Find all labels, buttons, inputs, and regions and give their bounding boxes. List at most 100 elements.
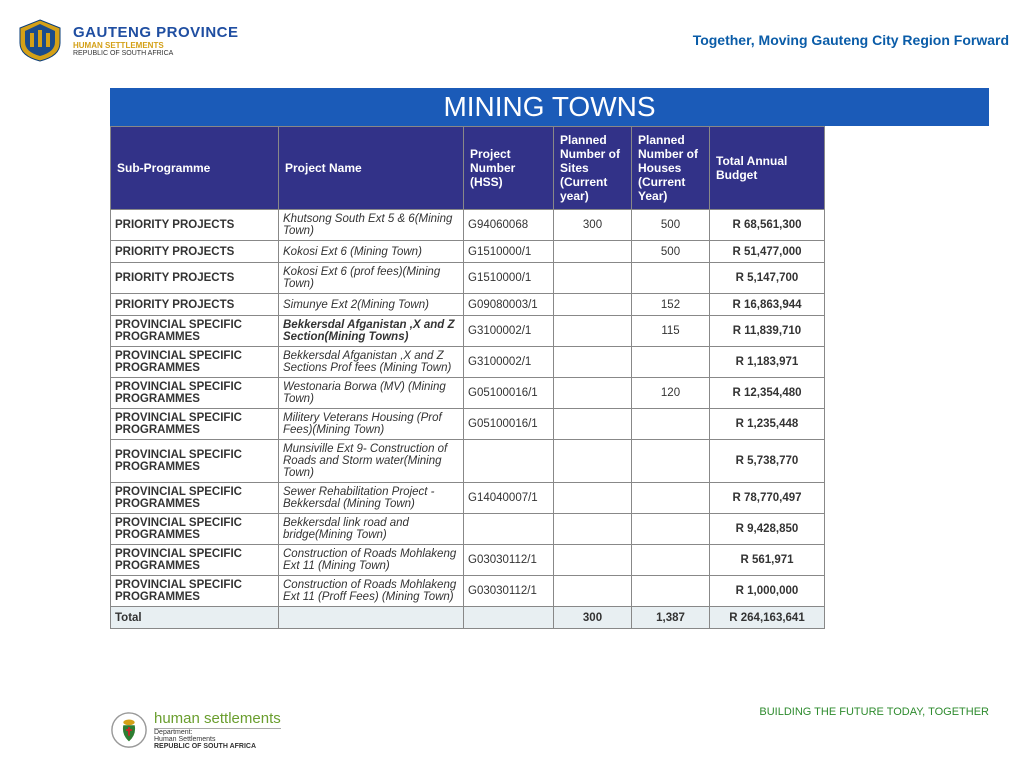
- col-sub-programme: Sub-Programme: [111, 127, 279, 210]
- cell-sites: [554, 514, 632, 545]
- cell-budget: R 1,183,971: [710, 347, 825, 378]
- cell-num: G3100002/1: [464, 316, 554, 347]
- total-sites: 300: [554, 607, 632, 629]
- cell-num: G1510000/1: [464, 241, 554, 263]
- cell-houses: 500: [632, 241, 710, 263]
- table-row: PROVINCIAL SPECIFIC PROGRAMMESBekkersdal…: [111, 347, 825, 378]
- cell-budget: R 11,839,710: [710, 316, 825, 347]
- cell-sub: PRIORITY PROJECTS: [111, 241, 279, 263]
- province-shield-icon: [15, 18, 65, 63]
- cell-houses: [632, 409, 710, 440]
- col-total-budget: Total Annual Budget: [710, 127, 825, 210]
- footer-logo-block: human settlements Department: Human Sett…: [110, 710, 281, 750]
- col-project-name: Project Name: [279, 127, 464, 210]
- cell-sites: [554, 241, 632, 263]
- cell-budget: R 5,738,770: [710, 440, 825, 483]
- cell-budget: R 12,354,480: [710, 378, 825, 409]
- cell-num: G94060068: [464, 210, 554, 241]
- cell-proj: Munsiville Ext 9- Construction of Roads …: [279, 440, 464, 483]
- cell-houses: [632, 263, 710, 294]
- cell-proj: Westonaria Borwa (MV) (Mining Town): [279, 378, 464, 409]
- cell-proj: Militery Veterans Housing (Prof Fees)(Mi…: [279, 409, 464, 440]
- cell-sites: [554, 316, 632, 347]
- cell-sub: PRIORITY PROJECTS: [111, 263, 279, 294]
- table-row: PRIORITY PROJECTSKhutsong South Ext 5 & …: [111, 210, 825, 241]
- cell-budget: R 78,770,497: [710, 483, 825, 514]
- cell-proj: Bekkersdal Afganistan ,X and Z Section(M…: [279, 316, 464, 347]
- table-row: PROVINCIAL SPECIFIC PROGRAMMESConstructi…: [111, 545, 825, 576]
- table-row: PRIORITY PROJECTSKokosi Ext 6 (Mining To…: [111, 241, 825, 263]
- cell-budget: R 68,561,300: [710, 210, 825, 241]
- table-row: PROVINCIAL SPECIFIC PROGRAMMESConstructi…: [111, 576, 825, 607]
- cell-sites: [554, 378, 632, 409]
- footer-slogan: BUILDING THE FUTURE TODAY, TOGETHER: [759, 706, 989, 718]
- table-row: PROVINCIAL SPECIFIC PROGRAMMESMilitery V…: [111, 409, 825, 440]
- col-planned-houses: Planned Number of Houses (Current Year): [632, 127, 710, 210]
- table-row: PROVINCIAL SPECIFIC PROGRAMMESBekkersdal…: [111, 316, 825, 347]
- table-total-row: Total3001,387R 264,163,641: [111, 607, 825, 629]
- cell-budget: R 561,971: [710, 545, 825, 576]
- cell-proj: Construction of Roads Mohlakeng Ext 11 (…: [279, 545, 464, 576]
- cell-num: G03030112/1: [464, 545, 554, 576]
- cell-num: [464, 440, 554, 483]
- cell-houses: [632, 576, 710, 607]
- dept-name: HUMAN SETTLEMENTS: [73, 41, 239, 50]
- table-row: PROVINCIAL SPECIFIC PROGRAMMESWestonaria…: [111, 378, 825, 409]
- cell-proj: Bekkersdal link road and bridge(Mining T…: [279, 514, 464, 545]
- cell-proj: Kokosi Ext 6 (Mining Town): [279, 241, 464, 263]
- cell-sites: [554, 576, 632, 607]
- cell-houses: [632, 347, 710, 378]
- mining-towns-table: Sub-Programme Project Name Project Numbe…: [110, 126, 825, 629]
- cell-houses: 152: [632, 294, 710, 316]
- cell-houses: [632, 483, 710, 514]
- col-project-number: Project Number (HSS): [464, 127, 554, 210]
- cell-sites: 300: [554, 210, 632, 241]
- cell-sub: PRIORITY PROJECTS: [111, 294, 279, 316]
- cell-proj: Sewer Rehabilitation Project - Bekkersda…: [279, 483, 464, 514]
- cell-houses: 120: [632, 378, 710, 409]
- cell-sub: PROVINCIAL SPECIFIC PROGRAMMES: [111, 545, 279, 576]
- cell-num: G05100016/1: [464, 409, 554, 440]
- cell-sites: [554, 440, 632, 483]
- cell-sites: [554, 347, 632, 378]
- cell-num: G3100002/1: [464, 347, 554, 378]
- cell-sites: [554, 263, 632, 294]
- footer-dept: Department:: [154, 729, 281, 736]
- cell-proj: Kokosi Ext 6 (prof fees)(Mining Town): [279, 263, 464, 294]
- table-row: PRIORITY PROJECTSKokosi Ext 6 (prof fees…: [111, 263, 825, 294]
- page-header: GAUTENG PROVINCE HUMAN SETTLEMENTS REPUB…: [15, 10, 1009, 70]
- cell-sites: [554, 545, 632, 576]
- table-row: PRIORITY PROJECTSSimunye Ext 2(Mining To…: [111, 294, 825, 316]
- table-row: PROVINCIAL SPECIFIC PROGRAMMESSewer Reha…: [111, 483, 825, 514]
- cell-sub: PROVINCIAL SPECIFIC PROGRAMMES: [111, 576, 279, 607]
- total-label: Total: [111, 607, 279, 629]
- cell-num: G14040007/1: [464, 483, 554, 514]
- cell-num: G03030112/1: [464, 576, 554, 607]
- cell-proj: Simunye Ext 2(Mining Town): [279, 294, 464, 316]
- cell-sub: PROVINCIAL SPECIFIC PROGRAMMES: [111, 440, 279, 483]
- cell-houses: [632, 440, 710, 483]
- cell-houses: [632, 545, 710, 576]
- cell-sub: PROVINCIAL SPECIFIC PROGRAMMES: [111, 316, 279, 347]
- cell-proj: Bekkersdal Afganistan ,X and Z Sections …: [279, 347, 464, 378]
- province-logo-block: GAUTENG PROVINCE HUMAN SETTLEMENTS REPUB…: [15, 18, 239, 63]
- cell-houses: 115: [632, 316, 710, 347]
- cell-sites: [554, 409, 632, 440]
- cell-sites: [554, 483, 632, 514]
- cell-budget: R 5,147,700: [710, 263, 825, 294]
- cell-sub: PROVINCIAL SPECIFIC PROGRAMMES: [111, 378, 279, 409]
- footer-hs: human settlements: [154, 710, 281, 729]
- cell-sub: PRIORITY PROJECTS: [111, 210, 279, 241]
- cell-num: [464, 514, 554, 545]
- cell-houses: 500: [632, 210, 710, 241]
- table-header-row: Sub-Programme Project Name Project Numbe…: [111, 127, 825, 210]
- cell-budget: R 51,477,000: [710, 241, 825, 263]
- total-budget: R 264,163,641: [710, 607, 825, 629]
- cell-num: G09080003/1: [464, 294, 554, 316]
- table-row: PROVINCIAL SPECIFIC PROGRAMMESMunsiville…: [111, 440, 825, 483]
- province-name: GAUTENG PROVINCE: [73, 24, 239, 41]
- cell-sub: PROVINCIAL SPECIFIC PROGRAMMES: [111, 483, 279, 514]
- footer-republic: REPUBLIC OF SOUTH AFRICA: [154, 743, 281, 750]
- table-row: PROVINCIAL SPECIFIC PROGRAMMESBekkersdal…: [111, 514, 825, 545]
- coat-of-arms-icon: [110, 711, 148, 749]
